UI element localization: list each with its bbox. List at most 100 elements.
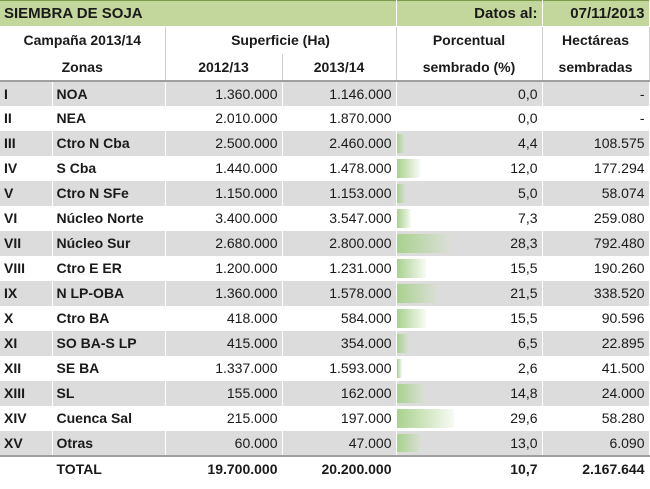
hectareas-sembradas: 6.090	[542, 430, 650, 456]
hectareas-sembradas: 177.294	[542, 155, 650, 181]
pct-data-bar	[396, 233, 452, 253]
table-row: I NOA 1.360.000 1.146.000 0,0-	[0, 80, 650, 106]
table-row: III Ctro N Cba 2.500.000 2.460.000 4,4 108.57…	[0, 130, 650, 156]
zone-name: SL	[52, 380, 166, 406]
zone-code: I	[0, 80, 53, 106]
zone-code: XIV	[0, 405, 53, 431]
hectareas-sembradas: 792.480	[542, 230, 650, 256]
total-2012: 19.700.000	[165, 454, 283, 481]
superficie-2012: 2.010.000	[165, 105, 283, 131]
superficie-2012: 1.360.000	[165, 280, 283, 306]
zone-name: NEA	[52, 105, 166, 131]
zone-code: V	[0, 180, 53, 206]
pct-value: 5,0	[518, 185, 538, 201]
zone-code: VIII	[0, 255, 53, 281]
superficie-2013: 3.547.000	[282, 205, 397, 231]
table-row: VIII Ctro E ER 1.200.000 1.231.000 15,5 190.2…	[0, 255, 650, 281]
superficie-2012: 2.680.000	[165, 230, 283, 256]
table-row: IV S Cba 1.440.000 1.478.000 12,0 177.294	[0, 155, 650, 181]
superficie-2012: 3.400.000	[165, 205, 283, 231]
pct-value: 4,4	[518, 135, 538, 151]
title-row: SIEMBRA DE SOJA Datos al: 07/11/2013	[0, 0, 650, 27]
table-row: II NEA 2.010.000 1.870.000 0,0-	[0, 105, 650, 131]
hectareas-sembradas: 24.000	[542, 380, 650, 406]
zone-code: II	[0, 105, 53, 131]
superficie-2013: 1.870.000	[282, 105, 397, 131]
header-sembrado-pct: sembrado (%)	[396, 53, 543, 82]
header-superficie: Superficie (Ha)	[165, 26, 397, 54]
porcentual-sembrado: 6,5	[396, 330, 543, 356]
zone-code: IV	[0, 155, 53, 181]
pct-value: 0,0	[518, 85, 538, 102]
header-campana: Campaña 2013/14	[0, 26, 166, 54]
zone-code: IX	[0, 280, 53, 306]
superficie-2013: 1.593.000	[282, 355, 397, 381]
superficie-2012: 1.200.000	[165, 255, 283, 281]
pct-data-bar	[396, 133, 406, 153]
zone-code: III	[0, 130, 53, 156]
porcentual-sembrado: 15,5	[396, 255, 543, 281]
zone-name: Ctro N Cba	[52, 130, 166, 156]
zone-name: Núcleo Norte	[52, 205, 166, 231]
pct-value: 12,0	[510, 160, 538, 176]
header-2013: 2013/14	[282, 53, 397, 82]
total-row: TOTAL 19.700.000 20.200.000 10,7 2.167.6…	[0, 454, 650, 481]
table-row: XV Otras 60.000 47.000 13,0 6.090	[0, 430, 650, 456]
hectareas-sembradas: 190.260	[542, 255, 650, 281]
porcentual-sembrado: 15,5	[396, 305, 543, 331]
pct-data-bar	[396, 383, 426, 403]
pct-data-bar	[396, 358, 402, 378]
superficie-2013: 162.000	[282, 380, 397, 406]
hectareas-sembradas: 41.500	[542, 355, 650, 381]
superficie-2013: 47.000	[282, 430, 397, 456]
porcentual-sembrado: 4,4	[396, 130, 543, 156]
porcentual-sembrado: 14,8	[396, 380, 543, 406]
table-row: XIII SL 155.000 162.000 14,8 24.000	[0, 380, 650, 406]
header-row-1: Campaña 2013/14 Superficie (Ha) Porcentu…	[0, 26, 650, 54]
hectareas-sembradas: -	[542, 105, 650, 131]
superficie-2013: 2.460.000	[282, 130, 397, 156]
table-row: VII Núcleo Sur 2.680.000 2.800.000 28,3 792.4…	[0, 230, 650, 256]
zone-code: VI	[0, 205, 53, 231]
total-2013: 20.200.000	[282, 454, 397, 481]
zone-name: Ctro BA	[52, 305, 166, 331]
zone-name: SO BA-S LP	[52, 330, 166, 356]
pct-data-bar	[396, 433, 422, 452]
porcentual-sembrado: 12,0	[396, 155, 543, 181]
porcentual-sembrado: 29,6	[396, 405, 543, 431]
hectareas-sembradas: 22.895	[542, 330, 650, 356]
hectareas-sembradas: 58.280	[542, 405, 650, 431]
hectareas-sembradas: 338.520	[542, 280, 650, 306]
total-label: TOTAL	[52, 454, 166, 481]
superficie-2012: 1.440.000	[165, 155, 283, 181]
fecha: 07/11/2013	[542, 0, 650, 27]
superficie-2013: 1.146.000	[282, 80, 397, 106]
datos-label: Datos al:	[396, 0, 543, 27]
total-ha: 2.167.644	[542, 454, 650, 481]
table-row: XIV Cuenca Sal 215.000 197.000 29,6 58.280	[0, 405, 650, 431]
superficie-2012: 60.000	[165, 430, 283, 456]
zone-code: XV	[0, 430, 53, 456]
pct-data-bar	[396, 333, 410, 353]
total-pct: 10,7	[396, 454, 543, 481]
table-row: XII SE BA 1.337.000 1.593.000 2,6 41.500	[0, 355, 650, 381]
hectareas-sembradas: 259.080	[542, 205, 650, 231]
superficie-2013: 197.000	[282, 405, 397, 431]
zone-name: Otras	[52, 430, 166, 456]
table-row: XI SO BA-S LP 415.000 354.000 6,5 22.895	[0, 330, 650, 356]
porcentual-sembrado: 28,3	[396, 230, 543, 256]
zone-name: S Cba	[52, 155, 166, 181]
table-row: X Ctro BA 418.000 584.000 15,5 90.596	[0, 305, 650, 331]
zone-name: Núcleo Sur	[52, 230, 166, 256]
pct-value: 0,0	[518, 110, 538, 126]
pct-value: 2,6	[518, 360, 538, 376]
superficie-2012: 1.360.000	[165, 80, 283, 106]
hectareas-sembradas: -	[542, 80, 650, 106]
superficie-2013: 1.578.000	[282, 280, 397, 306]
pct-value: 15,5	[510, 260, 538, 276]
pct-value: 28,3	[510, 235, 538, 251]
superficie-2013: 1.153.000	[282, 180, 397, 206]
pct-value: 15,5	[510, 310, 538, 326]
superficie-2012: 2.500.000	[165, 130, 283, 156]
hectareas-sembradas: 108.575	[542, 130, 650, 156]
